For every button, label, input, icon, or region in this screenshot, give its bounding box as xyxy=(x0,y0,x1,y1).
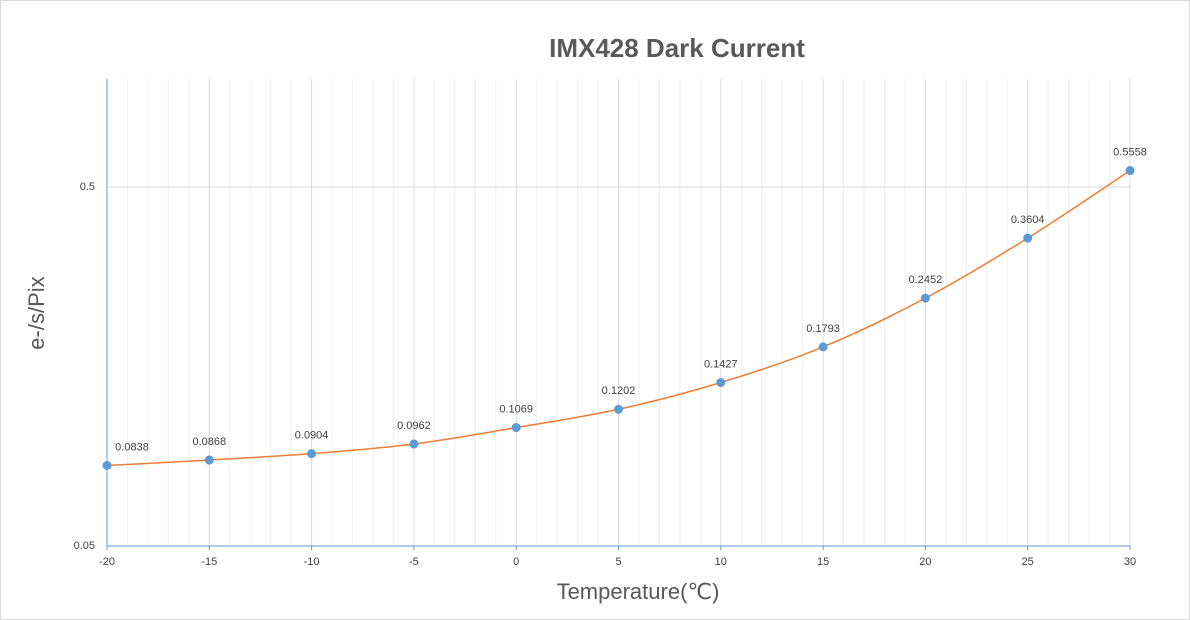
data-point xyxy=(511,423,521,433)
data-label: 0.3604 xyxy=(1011,214,1045,226)
x-tick-label: 5 xyxy=(615,556,621,568)
data-point xyxy=(409,439,419,449)
data-point xyxy=(1023,233,1033,243)
x-tick-label: 0 xyxy=(513,556,519,568)
data-point xyxy=(204,455,214,465)
data-label: 0.0962 xyxy=(397,420,431,432)
data-label: 0.1427 xyxy=(704,358,738,370)
data-point xyxy=(1125,166,1135,176)
x-tick-label: 15 xyxy=(817,556,829,568)
data-point xyxy=(818,342,828,352)
x-axis-title: Temperature(℃) xyxy=(557,579,720,604)
y-tick-label: 0.5 xyxy=(80,181,95,193)
chart-title: IMX428 Dark Current xyxy=(549,33,805,63)
x-tick-label: 10 xyxy=(715,556,727,568)
x-tick-label: 30 xyxy=(1124,556,1136,568)
y-axis-title: e-/s/Pix xyxy=(24,276,49,349)
data-point xyxy=(614,404,623,414)
x-tick-label: 20 xyxy=(919,556,931,568)
data-label: 0.0904 xyxy=(295,430,329,442)
data-label: 0.0838 xyxy=(115,441,149,453)
data-point xyxy=(920,293,930,303)
data-label: 0.1793 xyxy=(806,323,840,335)
x-tick-label: 25 xyxy=(1022,556,1034,568)
data-point xyxy=(716,378,726,388)
data-label: 0.1202 xyxy=(602,385,636,397)
y-tick-label: 0.05 xyxy=(74,540,95,552)
data-point xyxy=(307,449,317,459)
x-tick-label: -5 xyxy=(409,556,419,568)
data-label: 0.2452 xyxy=(909,274,943,286)
data-label: 0.1069 xyxy=(499,403,533,415)
x-tick-label: -10 xyxy=(304,556,320,568)
data-label: 0.0868 xyxy=(192,436,226,448)
x-tick-label: -15 xyxy=(201,556,217,568)
data-label: 0.5558 xyxy=(1113,146,1147,158)
x-tick-label: -20 xyxy=(99,556,115,568)
data-point xyxy=(102,460,112,470)
